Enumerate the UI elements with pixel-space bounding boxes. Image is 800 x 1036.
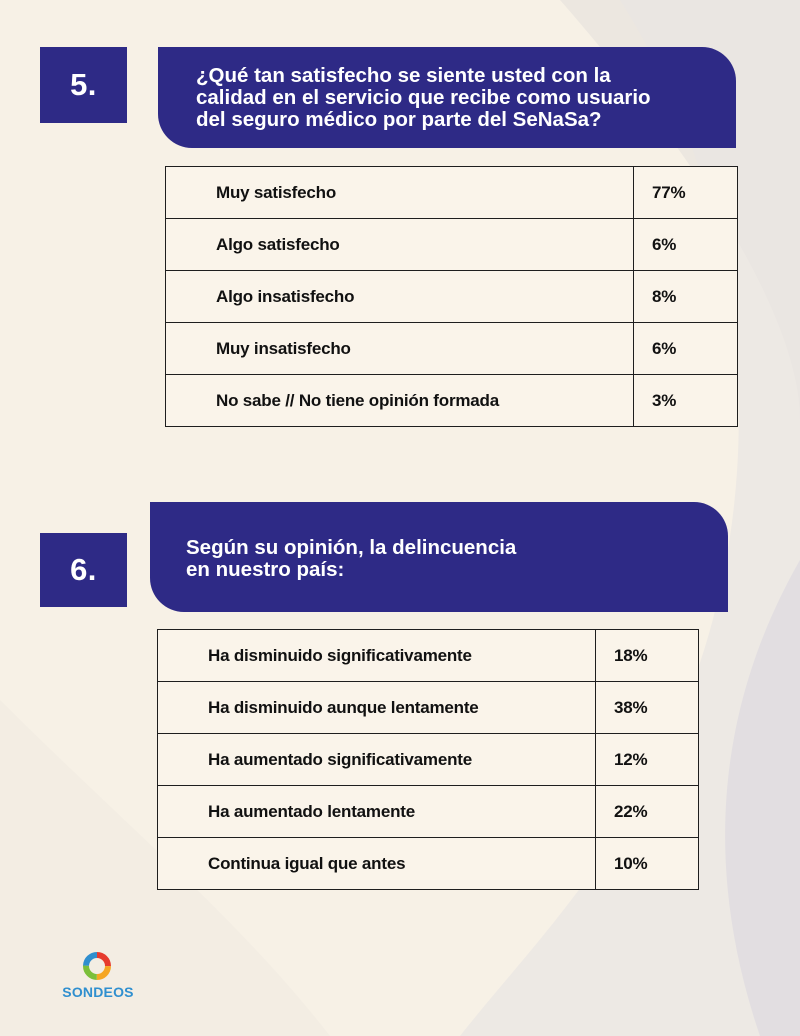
response-percentage: 6%	[633, 218, 738, 271]
question-6-text-line: en nuestro país:	[186, 558, 345, 581]
table-row: Continua igual que antes 10%	[157, 837, 699, 890]
response-percentage: 77%	[633, 166, 738, 219]
logo-text: SONDEOS	[62, 984, 134, 1000]
response-percentage: 38%	[595, 681, 699, 734]
sondeos-logo: SONDEOS	[50, 950, 146, 1000]
table-row: Ha aumentado significativamente 12%	[157, 733, 699, 786]
response-label: Ha disminuido aunque lentamente	[157, 681, 596, 734]
table-row: Algo satisfecho 6%	[165, 218, 738, 271]
question-5-text-line: del seguro médico por parte del SeNaSa?	[196, 107, 602, 131]
response-percentage: 10%	[595, 837, 699, 890]
table-row: Ha disminuido significativamente 18%	[157, 629, 699, 682]
response-label: Ha aumentado lentamente	[157, 785, 596, 838]
question-5-text-line: calidad en el servicio que recibe como u…	[196, 85, 651, 109]
response-label: Ha disminuido significativamente	[157, 629, 596, 682]
table-row: Muy insatisfecho 6%	[165, 322, 738, 375]
response-percentage: 6%	[633, 322, 738, 375]
response-percentage: 18%	[595, 629, 699, 682]
response-percentage: 22%	[595, 785, 699, 838]
table-row: Algo insatisfecho 8%	[165, 270, 738, 323]
response-label: Algo satisfecho	[165, 218, 634, 271]
table-row: Ha disminuido aunque lentamente 38%	[157, 681, 699, 734]
question-number-6: 6.	[40, 533, 127, 607]
table-row: Ha aumentado lentamente 22%	[157, 785, 699, 838]
question-6-banner: Según su opinión, la delincuencia en nue…	[150, 502, 728, 612]
response-label: No sabe // No tiene opinión formada	[165, 374, 634, 427]
question-6-text-line: Según su opinión, la delincuencia	[186, 536, 517, 559]
response-label: Muy insatisfecho	[165, 322, 634, 375]
table-row: Muy satisfecho 77%	[165, 166, 738, 219]
ring-logo-icon	[83, 952, 111, 980]
response-percentage: 8%	[633, 270, 738, 323]
question-6-table: Ha disminuido significativamente 18% Ha …	[157, 629, 699, 890]
response-label: Algo insatisfecho	[165, 270, 634, 323]
response-percentage: 3%	[633, 374, 738, 427]
question-number-5: 5.	[40, 47, 127, 123]
response-percentage: 12%	[595, 733, 699, 786]
question-5-text-line: ¿Qué tan satisfecho se siente usted con …	[196, 63, 611, 87]
question-5-table: Muy satisfecho 77% Algo satisfecho 6% Al…	[165, 166, 738, 427]
question-5-banner: ¿Qué tan satisfecho se siente usted con …	[158, 47, 736, 148]
response-label: Continua igual que antes	[157, 837, 596, 890]
response-label: Muy satisfecho	[165, 166, 634, 219]
response-label: Ha aumentado significativamente	[157, 733, 596, 786]
table-row: No sabe // No tiene opinión formada 3%	[165, 374, 738, 427]
